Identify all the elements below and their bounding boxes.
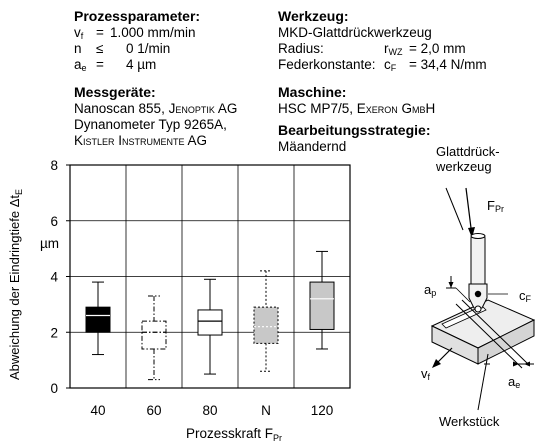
param-value: 1.000 mm/min <box>110 25 196 40</box>
tool-spring-constant: Federkonstante: cF = 34,4 N/mm <box>278 57 487 73</box>
param-symbol: a <box>74 57 82 72</box>
machine-block: Maschine: HSC MP7/5, Exeron GmbH <box>278 84 435 117</box>
strategy-title: Bearbeitungsstrategie: <box>278 122 431 138</box>
process-params-block: Prozessparameter: vf = 1.000 mm/min n ≤ … <box>74 8 200 73</box>
tool-radius: Radius: rWZ = 2,0 mm <box>278 41 466 57</box>
box-iqr <box>253 306 279 344</box>
cf-label: cF <box>519 288 531 304</box>
x-tick-label: 120 <box>311 403 334 418</box>
machine-title: Maschine: <box>278 84 347 100</box>
tool-ball <box>474 305 482 313</box>
tool-shank <box>470 235 486 287</box>
box-2 <box>197 278 223 375</box>
y-tick-label: 4 <box>50 270 58 285</box>
x-tick-label: 40 <box>90 403 105 418</box>
device-brand: Jenoptik AG <box>168 101 238 116</box>
y-tick-label: 6 <box>50 214 58 229</box>
box-iqr <box>197 309 223 336</box>
y-axis-unit: µm <box>40 236 59 251</box>
tool-spring-value: = 34,4 N/mm <box>409 57 487 72</box>
ap-leader <box>455 287 471 303</box>
tool-radius-symbol: r <box>384 41 389 56</box>
box-1 <box>141 295 167 381</box>
box-iqr <box>85 306 111 333</box>
device-line-1: Nanoscan 855, Jenoptik AG <box>74 101 238 116</box>
tool-name: MKD-Glattdrückwerkzeug <box>278 25 432 40</box>
tool-radius-value: = 2,0 mm <box>409 41 466 56</box>
x-tick-label: N <box>261 403 271 418</box>
box-4 <box>309 250 335 350</box>
track-line-2 <box>461 299 529 365</box>
tool-spring-subscript: F <box>390 63 397 73</box>
param-subscript: e <box>81 63 87 73</box>
y-tick-label: 0 <box>50 381 58 396</box>
tool-radius-subscript: WZ <box>388 47 403 57</box>
box-iqr <box>141 320 167 350</box>
param-relation: = <box>96 57 104 72</box>
process-params-title: Prozessparameter: <box>74 8 201 24</box>
param-value: 0 1/min <box>126 41 171 56</box>
tool-title: Werkzeug: <box>278 8 349 24</box>
tool-top <box>470 233 486 239</box>
param-relation: = <box>96 25 104 40</box>
y-axis-title: Abweichung der Eindringtiefe ΔtE <box>7 189 24 380</box>
ap-arrowhead <box>448 282 454 288</box>
force-arrowhead <box>468 227 475 238</box>
tool-spring-symbol: c <box>384 57 391 72</box>
ae-arrowhead-right <box>524 361 530 367</box>
tool-radius-label: Radius: <box>278 41 324 56</box>
workpiece-leader <box>477 353 489 411</box>
tool-label: Glattdrück- werkzeug <box>436 144 500 174</box>
track-line-1 <box>455 303 523 369</box>
process-param-feed: vf = 1.000 mm/min <box>74 25 200 41</box>
y-tick-label: 2 <box>50 325 58 340</box>
box-iqr <box>309 281 335 330</box>
roller-burnishing-sketch <box>430 187 536 411</box>
machine-brand: Exeron GmbH <box>356 101 436 116</box>
measuring-devices-block: Messgeräte: Nanoscan 855, Jenoptik AG Dy… <box>74 84 237 149</box>
chart-axes: 0 2 4 6 8 40 60 80 N 120 <box>50 158 351 418</box>
chart-boxes <box>85 250 335 381</box>
box-3 <box>253 270 279 372</box>
ae-arrowhead-left <box>513 361 519 367</box>
param-value: 4 µm <box>126 57 157 72</box>
x-axis-title: Prozesskraft FPr <box>186 426 282 443</box>
vf-arrowhead <box>432 359 441 368</box>
tool-spring-mark <box>474 290 482 298</box>
param-subscript: f <box>80 31 84 41</box>
x-tick-label: 60 <box>146 403 161 418</box>
ap-label: ap <box>424 282 437 298</box>
param-relation: ≤ <box>96 41 104 56</box>
device-line-2: Dynanometer Typ 9265A, <box>74 117 227 132</box>
param-symbol: v <box>74 25 81 40</box>
param-symbol: n <box>74 41 82 56</box>
x-tick-label: 80 <box>202 403 217 418</box>
process-param-speed: n ≤ 0 1/min <box>74 41 200 57</box>
strategy-value: Mäandernd <box>278 139 347 154</box>
tool-block: Werkzeug: MKD-Glattdrückwerkzeug Radius:… <box>278 8 487 73</box>
measuring-devices-title: Messgeräte: <box>74 84 156 100</box>
tool-spring-label: Federkonstante: <box>278 57 376 72</box>
vf-label: vf <box>421 366 431 382</box>
y-tick-label: 8 <box>50 158 58 173</box>
tool-label-leader <box>445 187 464 231</box>
machine-line: HSC MP7/5, Exeron GmbH <box>278 101 436 116</box>
ae-label: ae <box>508 374 521 390</box>
strategy-block: Bearbeitungsstrategie: Mäandernd <box>278 122 430 155</box>
workpiece-label: Werkstück <box>439 414 500 429</box>
device-line-3: Kistler Instrumente AG <box>74 133 208 148</box>
workpiece-step <box>441 305 487 329</box>
process-param-ae: ae = 4 µm <box>74 57 200 73</box>
box-0 <box>85 281 111 356</box>
force-label: FPr <box>487 198 504 214</box>
